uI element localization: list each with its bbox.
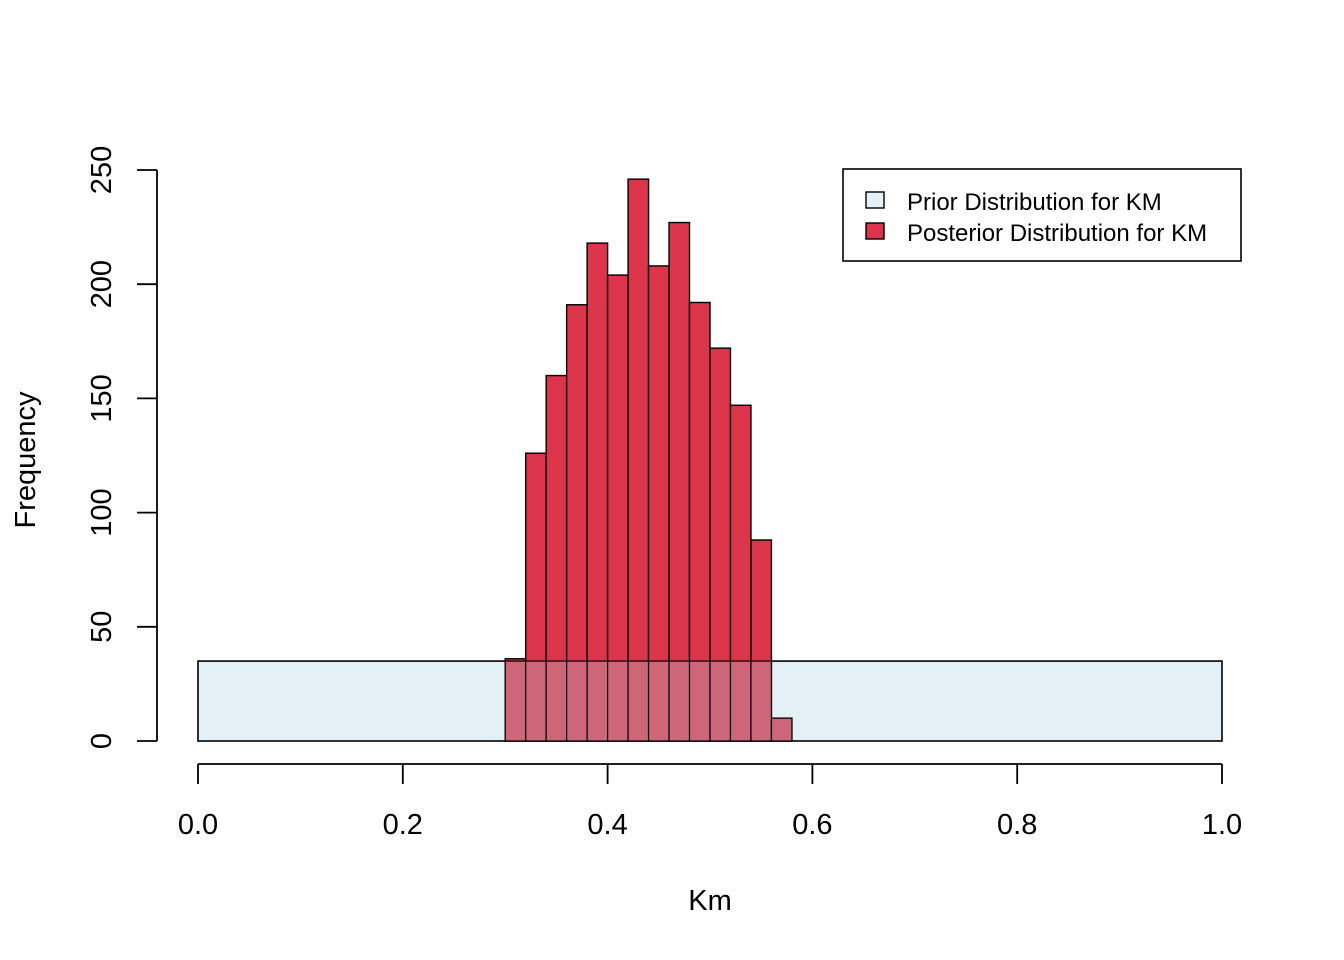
overlap-bar [709, 660, 732, 742]
overlap-bar [566, 660, 588, 742]
overlap-bar [627, 660, 650, 742]
y-tick-label: 100 [86, 488, 118, 536]
y-tick-label: 200 [86, 260, 118, 308]
legend-label-prior: Prior Distribution for KM [907, 189, 1162, 216]
overlap-bar [750, 660, 773, 742]
overlap-bar [504, 660, 527, 742]
y-axis: 0 50 100 150 200 250 [86, 146, 158, 749]
posterior-bar [627, 178, 650, 742]
y-tick-label: 150 [86, 374, 118, 422]
x-tick-label: 0.2 [383, 809, 423, 841]
legend-swatch-prior [865, 191, 885, 209]
y-tick-label: 50 [86, 611, 118, 643]
legend-box [842, 168, 1242, 262]
x-axis-title: Km [688, 885, 732, 917]
legend-swatch-posterior [865, 222, 885, 240]
posterior-bars-group [504, 178, 793, 742]
overlap-bar [586, 660, 609, 742]
y-tick-label: 250 [86, 146, 118, 194]
overlap-bar [668, 660, 691, 742]
x-tick-label: 0.8 [997, 809, 1037, 841]
overlap-bar [606, 660, 629, 742]
y-axis-title: Frequency [10, 391, 42, 529]
x-tick-label: 0.0 [178, 809, 218, 841]
x-tick-label: 0.6 [792, 809, 832, 841]
overlap-bar [545, 660, 568, 742]
x-tick-label: 1.0 [1202, 809, 1242, 841]
x-tick-label: 0.4 [587, 809, 627, 841]
overlap-bar [770, 717, 793, 742]
y-tick-label: 0 [86, 733, 118, 749]
overlap-bar [647, 660, 670, 742]
overlap-bar [729, 660, 752, 742]
x-axis: 0.0 0.2 0.4 0.6 0.8 1.0 [178, 763, 1242, 841]
legend-label-posterior: Posterior Distribution for KM [907, 220, 1207, 247]
overlap-bar [525, 660, 547, 742]
overlap-bar [688, 660, 711, 742]
overlap-bars-group [504, 660, 793, 742]
legend: Prior Distribution for KM Posterior Dist… [842, 168, 1242, 262]
